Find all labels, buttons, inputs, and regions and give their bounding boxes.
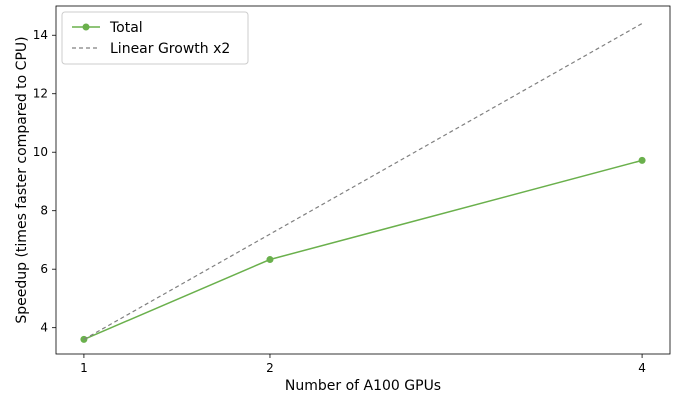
y-tick-label: 12 [33,87,48,101]
y-axis-ticks: 4 6 8 10 12 14 [33,28,56,335]
series-point-0 [638,156,646,164]
legend-marker-total [82,23,90,31]
legend: Total Linear Growth x2 [61,11,249,65]
x-tick-label: 4 [638,361,646,375]
series-line-1 [83,22,643,340]
series-point-0 [266,256,274,264]
legend-label-total: Total [109,20,143,36]
y-tick-label: 8 [40,204,48,218]
x-tick-label: 1 [80,361,88,375]
legend-label-linear: Linear Growth x2 [110,41,230,57]
y-tick-label: 10 [33,145,48,159]
series-layer [80,22,646,343]
x-axis-label: Number of A100 GPUs [285,378,441,394]
y-axis-label: Speedup (times faster compared to CPU) [14,36,30,323]
y-tick-label: 4 [40,321,48,335]
y-tick-label: 6 [40,262,48,276]
x-axis-ticks: 1 2 4 [80,354,646,375]
y-tick-label: 14 [33,28,48,42]
legend-box [61,11,249,65]
x-tick-label: 2 [266,361,274,375]
